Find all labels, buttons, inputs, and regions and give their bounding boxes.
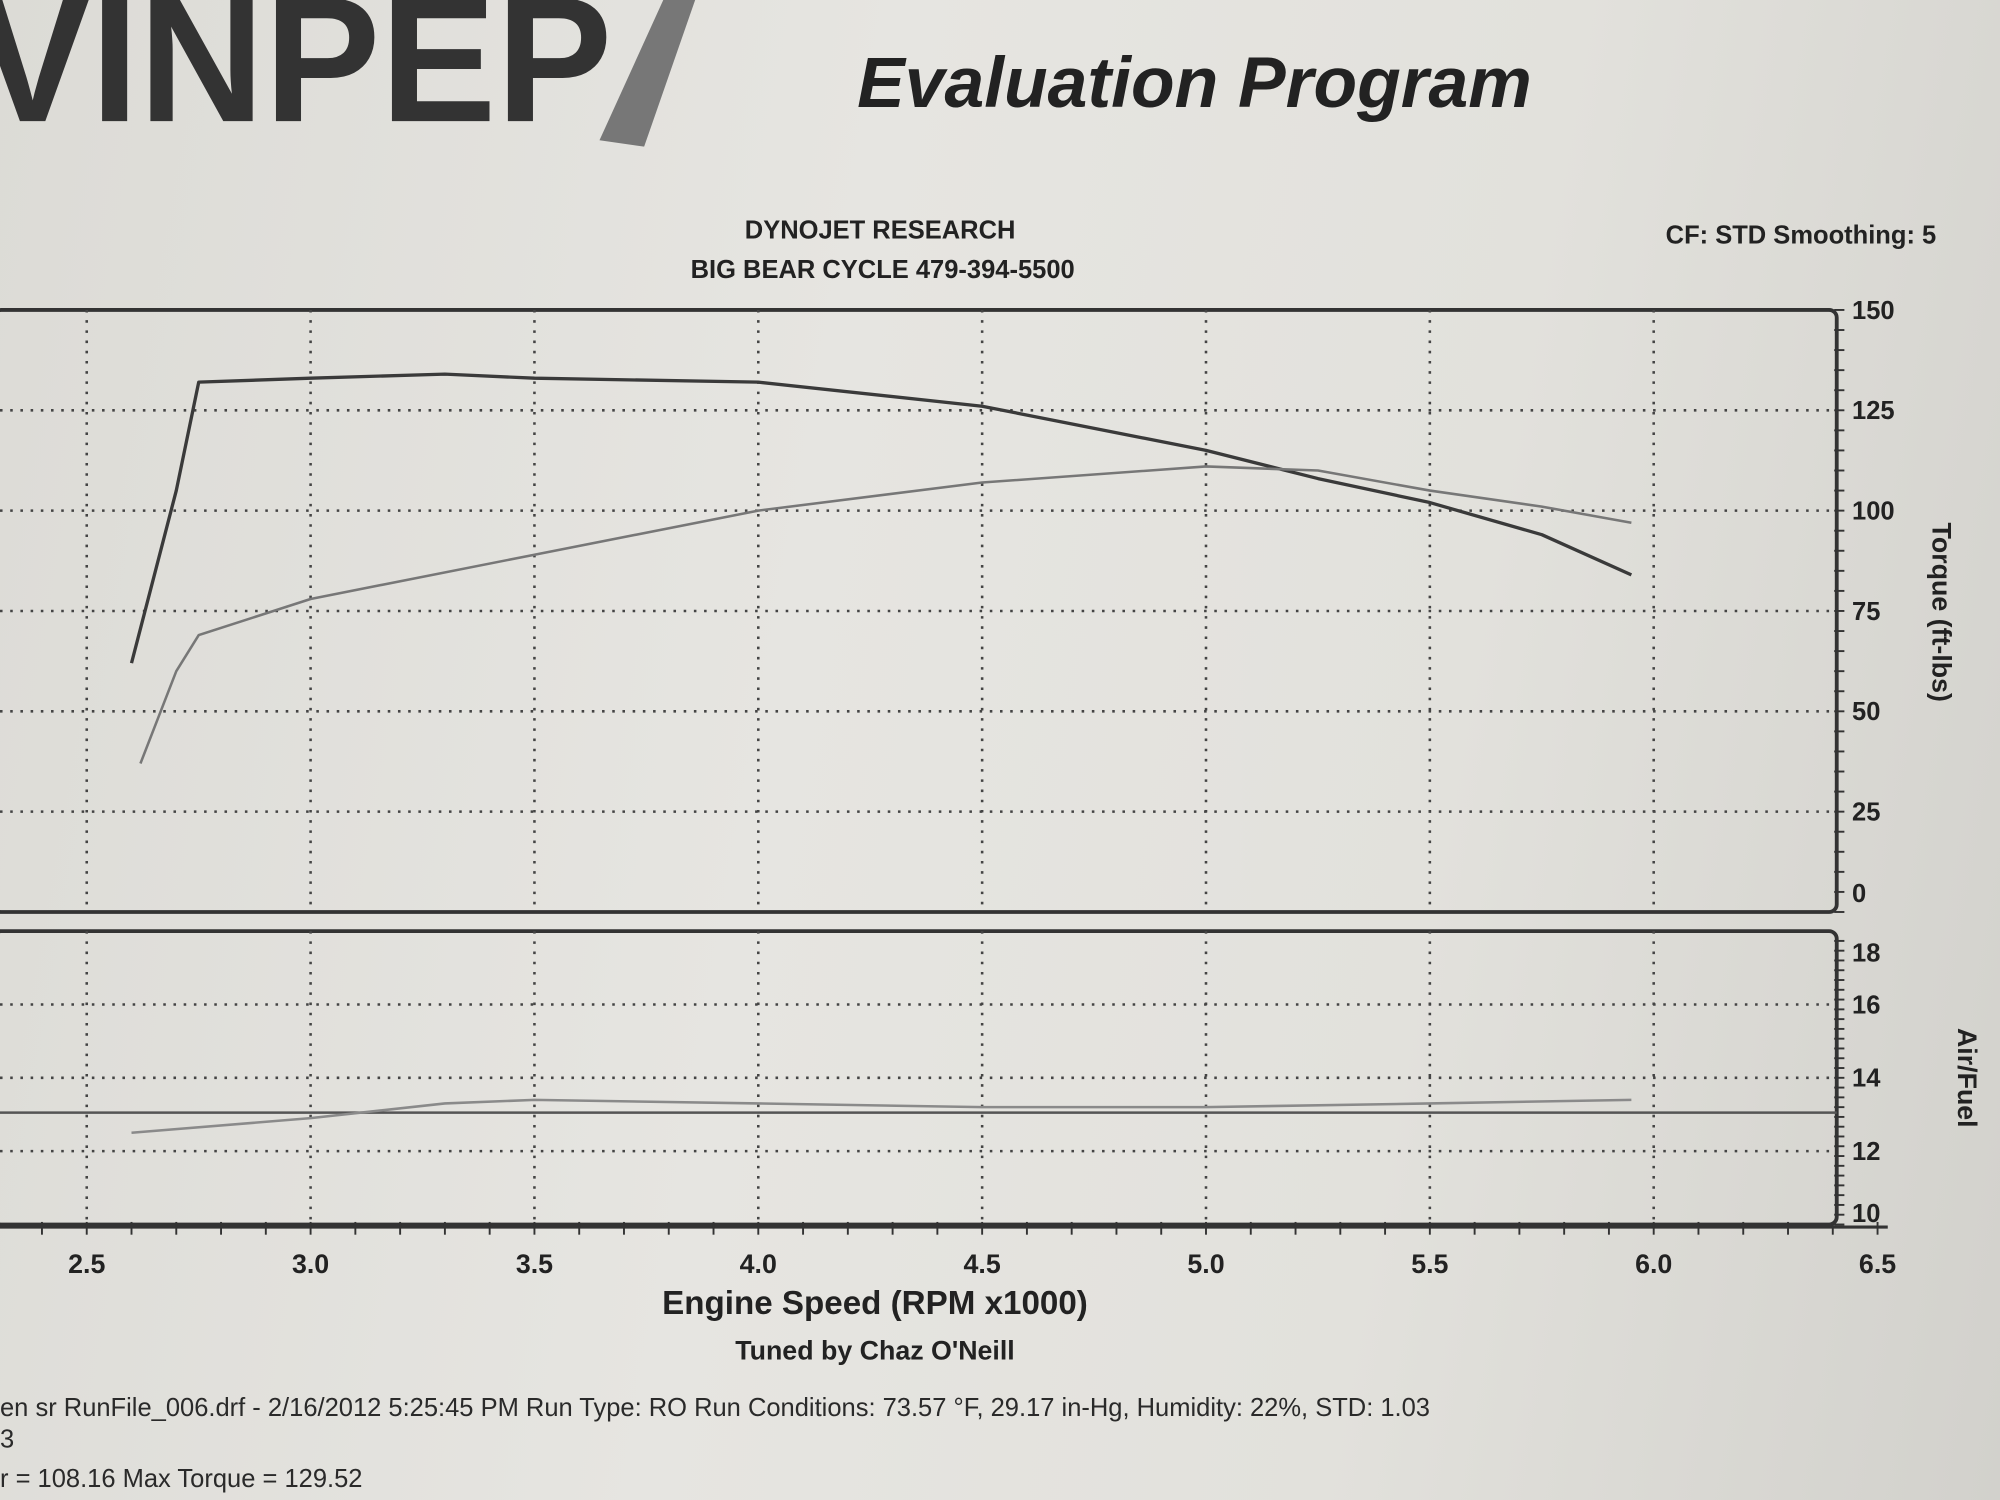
program-title: Evaluation Program [857,43,1532,123]
torque-y-tick-label: 125 [1852,397,1895,425]
x-tick-label: 2.5 [68,1249,105,1279]
shop-name: BIG BEAR CYCLE 479-394-5500 [691,256,1075,284]
tuned-by: Tuned by Chaz O'Neill [735,1336,1015,1366]
torque-y-tick-label: 150 [1852,297,1895,325]
afr-y-tick-label: 10 [1852,1200,1880,1228]
torque-curve [129,372,1633,664]
afr-axis-title: Air/Fuel [1952,1028,1982,1128]
x-axis-title: Engine Speed (RPM x1000) [662,1285,1088,1322]
x-tick-label: 4.5 [964,1249,1001,1279]
torque-axis-title: Torque (ft-lbs) [1926,523,1956,702]
x-tick-label: 3.0 [292,1249,329,1279]
winpep-logo: VINPEP [0,0,696,159]
chart-labels: 0 25 50 75 100 125 150 10 12 14 16 18 2.5 3.0 3.5 4.0 4.… [68,297,1896,1279]
torque-y-tick-label: 50 [1852,698,1880,726]
svg-text:VINPEP: VINPEP [0,0,612,159]
afr-y-tick-label: 16 [1852,991,1880,1019]
torque-y-tick-label: 75 [1852,598,1880,626]
x-tick-label: 5.0 [1187,1249,1224,1279]
horsepower-curve [139,465,1632,764]
x-tick-label: 6.5 [1859,1249,1896,1279]
chart-marks [0,372,1837,1135]
air-fuel-curve [131,1098,1632,1135]
max-values: r = 108.16 Max Torque = 129.52 [0,1465,362,1493]
run-info: en sr RunFile_006.drf - 2/16/2012 5:25:4… [0,1394,1430,1422]
chart-grid [0,308,1888,1235]
afr-y-tick-label: 12 [1852,1138,1880,1166]
x-tick-label: 3.5 [516,1249,553,1279]
x-tick-label: 4.0 [740,1249,777,1279]
torque-y-tick-label: 25 [1852,799,1880,827]
torque-y-tick-label: 0 [1852,880,1866,908]
run-info-line2: 3 [0,1426,14,1454]
company-name: DYNOJET RESEARCH [745,217,1016,245]
x-tick-label: 5.5 [1411,1249,1448,1279]
torque-y-tick-label: 100 [1852,498,1895,526]
afr-y-tick-label: 18 [1852,940,1880,968]
settings-label: CF: STD Smoothing: 5 [1666,222,1937,250]
x-tick-label: 6.0 [1635,1249,1672,1279]
afr-y-tick-label: 14 [1852,1065,1881,1093]
